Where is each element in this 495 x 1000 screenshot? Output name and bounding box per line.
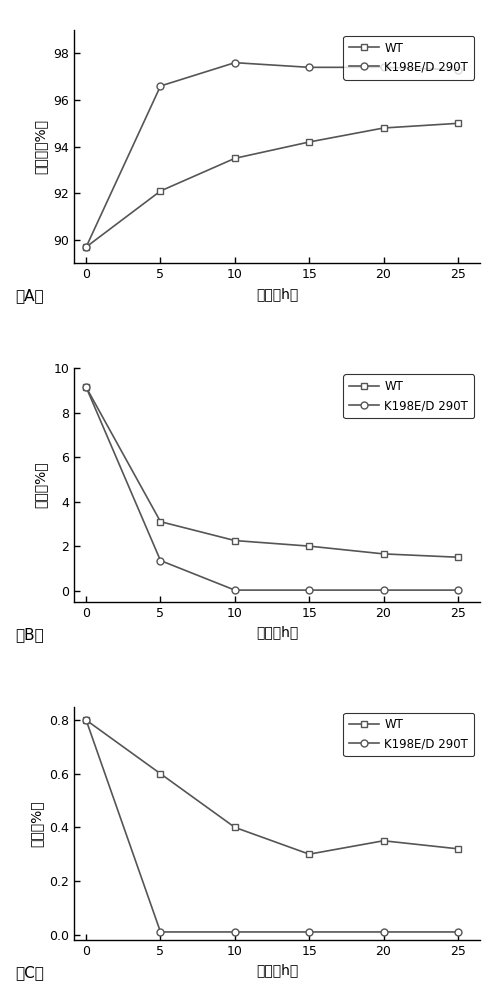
WT bbox=[157, 516, 163, 528]
Y-axis label: 麦芽糖（%）: 麦芽糖（%） bbox=[34, 119, 48, 174]
WT bbox=[157, 768, 163, 780]
Legend: WT, K198E/D 290T: WT, K198E/D 290T bbox=[343, 713, 474, 756]
K198E/D 290T bbox=[157, 80, 163, 92]
WT bbox=[232, 152, 238, 164]
K198E/D 290T bbox=[381, 584, 387, 596]
Line: WT: WT bbox=[83, 384, 461, 561]
WT bbox=[83, 241, 89, 253]
K198E/D 290T bbox=[381, 61, 387, 73]
X-axis label: 时间（h）: 时间（h） bbox=[256, 287, 298, 301]
Line: K198E/D 290T: K198E/D 290T bbox=[83, 384, 461, 594]
K198E/D 290T bbox=[455, 584, 461, 596]
Text: （C）: （C） bbox=[15, 965, 44, 980]
K198E/D 290T bbox=[83, 241, 89, 253]
WT bbox=[381, 835, 387, 847]
WT bbox=[232, 535, 238, 547]
K198E/D 290T bbox=[157, 926, 163, 938]
K198E/D 290T bbox=[306, 584, 312, 596]
WT bbox=[83, 381, 89, 393]
X-axis label: 时间（h）: 时间（h） bbox=[256, 625, 298, 639]
K198E/D 290T bbox=[455, 926, 461, 938]
Text: （B）: （B） bbox=[15, 627, 44, 642]
WT bbox=[455, 551, 461, 563]
WT bbox=[381, 122, 387, 134]
K198E/D 290T bbox=[306, 61, 312, 73]
K198E/D 290T bbox=[232, 57, 238, 69]
WT bbox=[306, 540, 312, 552]
K198E/D 290T bbox=[83, 714, 89, 726]
Line: K198E/D 290T: K198E/D 290T bbox=[83, 59, 461, 250]
WT bbox=[306, 848, 312, 860]
K198E/D 290T bbox=[232, 584, 238, 596]
K198E/D 290T bbox=[232, 926, 238, 938]
Legend: WT, K198E/D 290T: WT, K198E/D 290T bbox=[343, 374, 474, 418]
Line: WT: WT bbox=[83, 120, 461, 250]
K198E/D 290T bbox=[306, 926, 312, 938]
WT bbox=[455, 117, 461, 129]
K198E/D 290T bbox=[157, 555, 163, 567]
Y-axis label: 四糖（%）: 四糖（%） bbox=[30, 800, 44, 847]
K198E/D 290T bbox=[381, 926, 387, 938]
WT bbox=[83, 714, 89, 726]
WT bbox=[381, 548, 387, 560]
WT bbox=[455, 843, 461, 855]
X-axis label: 时间（h）: 时间（h） bbox=[256, 963, 298, 977]
Line: WT: WT bbox=[83, 717, 461, 858]
Text: （A）: （A） bbox=[15, 288, 44, 303]
WT bbox=[306, 136, 312, 148]
Legend: WT, K198E/D 290T: WT, K198E/D 290T bbox=[343, 36, 474, 80]
Line: K198E/D 290T: K198E/D 290T bbox=[83, 717, 461, 935]
WT bbox=[157, 185, 163, 197]
Y-axis label: 三糖（%）: 三糖（%） bbox=[34, 462, 48, 508]
K198E/D 290T bbox=[455, 64, 461, 76]
WT bbox=[232, 821, 238, 833]
K198E/D 290T bbox=[83, 381, 89, 393]
